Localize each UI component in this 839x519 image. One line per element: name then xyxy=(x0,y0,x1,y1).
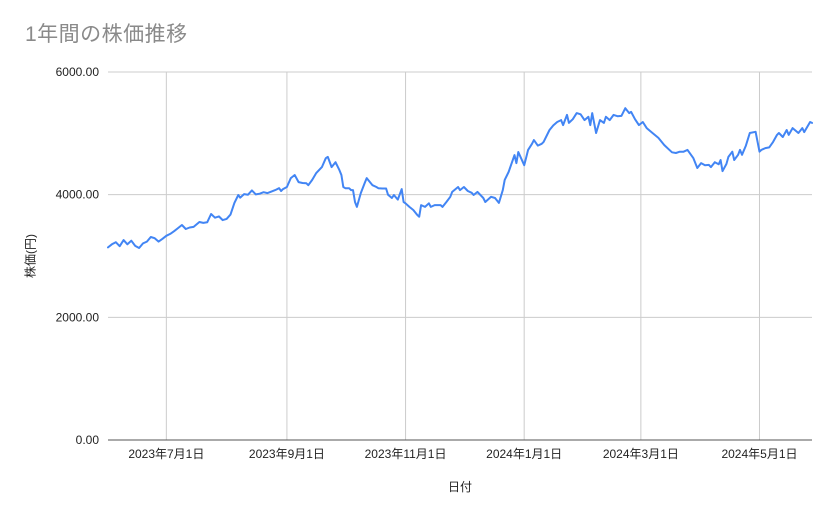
x-tick-label: 2023年7月1日 xyxy=(128,447,204,461)
chart-title: 1年間の株価推移 xyxy=(25,23,188,46)
y-tick-label: 4000.00 xyxy=(56,188,100,202)
x-tick-label: 2024年3月1日 xyxy=(603,447,679,461)
x-tick-label: 2024年1月1日 xyxy=(486,447,562,461)
x-tick-label: 2023年11月1日 xyxy=(365,447,447,461)
y-tick-label: 0.00 xyxy=(76,433,100,447)
y-axis-title: 株価(円) xyxy=(23,234,38,278)
price-line-series xyxy=(107,107,813,249)
x-tick-label: 2024年5月1日 xyxy=(721,447,797,461)
y-tick-label: 6000.00 xyxy=(56,65,100,79)
y-tick-label: 2000.00 xyxy=(56,310,100,324)
x-axis-title: 日付 xyxy=(447,480,473,494)
x-tick-label: 2023年9月1日 xyxy=(249,447,325,461)
